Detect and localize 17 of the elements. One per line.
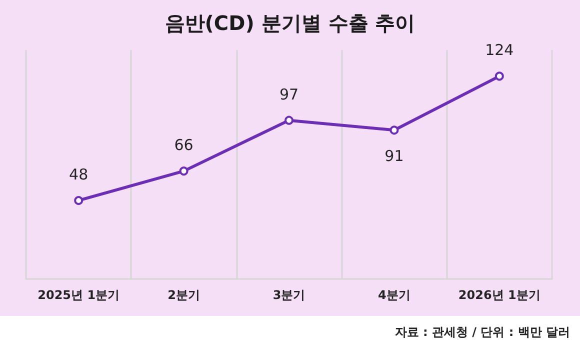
x-tick-label: 2분기 [168,288,200,302]
text: 자료 : 관세청 / 단위 : 백만 달러 [394,325,570,339]
data-label: 97 [279,85,299,104]
x-tick-label: 2026년 1분기 [458,288,540,302]
x-tick-label: 4분기 [378,288,410,302]
point [284,116,294,125]
x-tick-label: 3분기 [272,288,306,302]
point [179,166,188,176]
data-label: 66 [174,136,194,154]
data-label: 124 [485,41,514,60]
data-label: 91 [384,147,404,166]
data-label: 48 [69,165,88,184]
point [74,196,84,205]
point [390,126,399,135]
x-tick-label: 2025년 1분기 [38,288,120,302]
point [494,72,504,81]
chart-title: 음반(CD) 분기별 수출 추이 [164,11,416,35]
